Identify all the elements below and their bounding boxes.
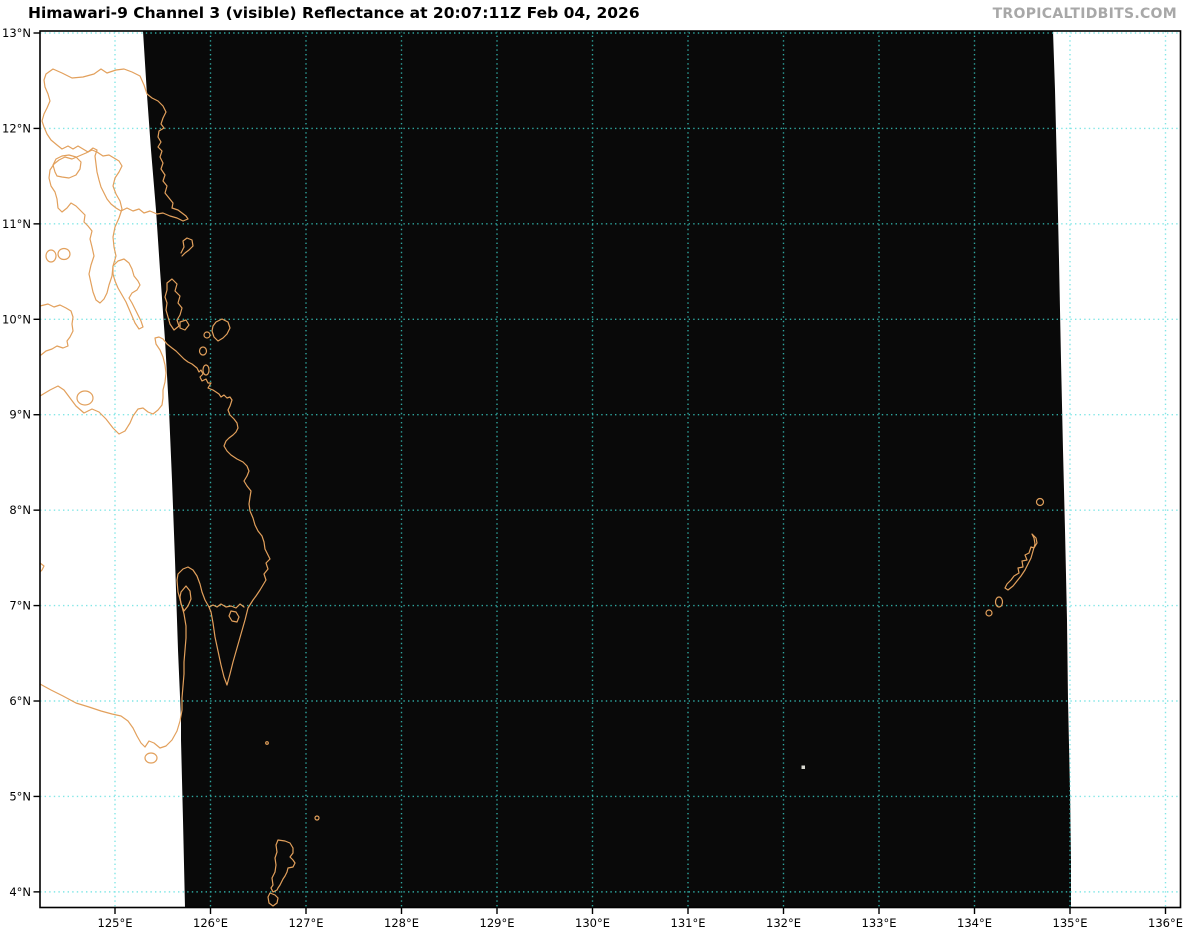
coastline-islet-2 xyxy=(198,346,208,356)
watermark: TROPICALTIDBITS.COM xyxy=(992,6,1177,22)
lat-tick-label: 11°N xyxy=(2,217,31,231)
satellite-swath xyxy=(143,31,1071,908)
lat-tick-label: 12°N xyxy=(2,121,31,135)
lon-tick-label: 127°E xyxy=(289,916,324,929)
coastline-homonhon xyxy=(180,237,194,257)
coastlines xyxy=(39,68,1045,907)
lat-tick-label: 13°N xyxy=(2,26,31,40)
coastline-dinagat-islet xyxy=(179,319,190,331)
coastline-davao-gulf-islet xyxy=(228,610,240,623)
coastline-mindanao-east xyxy=(39,336,271,686)
lon-tick-label: 136°E xyxy=(1148,916,1183,929)
lat-tick-label: 8°N xyxy=(9,503,31,517)
lat-tick-label: 10°N xyxy=(2,312,31,326)
islet-dot xyxy=(265,741,269,745)
coastline-karakelong xyxy=(270,839,296,893)
coastline-mindanao-south xyxy=(39,579,187,749)
coastline-leyte xyxy=(48,149,123,304)
lon-tick-label: 125°E xyxy=(98,916,133,929)
axes-frame xyxy=(39,30,1182,909)
coastline-davao-head xyxy=(176,566,210,608)
lon-tick-label: 131°E xyxy=(671,916,706,929)
lat-tick-label: 5°N xyxy=(9,789,31,803)
lon-tick-label: 126°E xyxy=(193,916,228,929)
lat-tick-label: 4°N xyxy=(9,885,31,899)
coastline-islet-1 xyxy=(203,331,211,339)
coastline-peleliu xyxy=(994,596,1004,608)
coastline-biliran xyxy=(52,154,82,179)
axis-ticks xyxy=(33,32,1167,914)
coastline-camotes-west xyxy=(45,249,57,263)
lon-tick-label: 135°E xyxy=(1053,916,1088,929)
coastline-bohol xyxy=(39,303,74,356)
coastline-siargao xyxy=(211,318,231,342)
lon-tick-label: 132°E xyxy=(766,916,801,929)
lon-tick-label: 129°E xyxy=(480,916,515,929)
coastline-angaur xyxy=(985,609,993,617)
lat-tick-label: 9°N xyxy=(9,408,31,422)
coastline-salibabu xyxy=(267,892,279,907)
coastline-samar xyxy=(41,68,189,222)
cloud-speck xyxy=(801,765,805,769)
lon-tick-label: 133°E xyxy=(862,916,897,929)
coastline-palau-north-islet xyxy=(1035,497,1045,507)
coastline-dinagat xyxy=(164,278,183,331)
page-title: Himawari-9 Channel 3 (visible) Reflectan… xyxy=(28,4,640,22)
lon-tick-label: 130°E xyxy=(575,916,610,929)
coastline-left-stub xyxy=(39,562,45,573)
axis-labels: 125°E 126°E 127°E 128°E 129°E 130°E 131°E 132°E… xyxy=(2,26,1183,929)
lat-tick-label: 7°N xyxy=(9,599,31,613)
lon-tick-label: 134°E xyxy=(957,916,992,929)
lat-tick-label: 6°N xyxy=(9,694,31,708)
coastline-panaon xyxy=(112,258,144,330)
coastline-camiguin xyxy=(76,390,94,406)
coastline-palau xyxy=(1004,533,1038,591)
coastline-balut xyxy=(144,752,158,764)
coastline-camotes-east xyxy=(57,247,71,261)
islet-ring xyxy=(314,815,320,821)
lon-tick-label: 128°E xyxy=(384,916,419,929)
coastline-islet-3 xyxy=(202,364,210,376)
